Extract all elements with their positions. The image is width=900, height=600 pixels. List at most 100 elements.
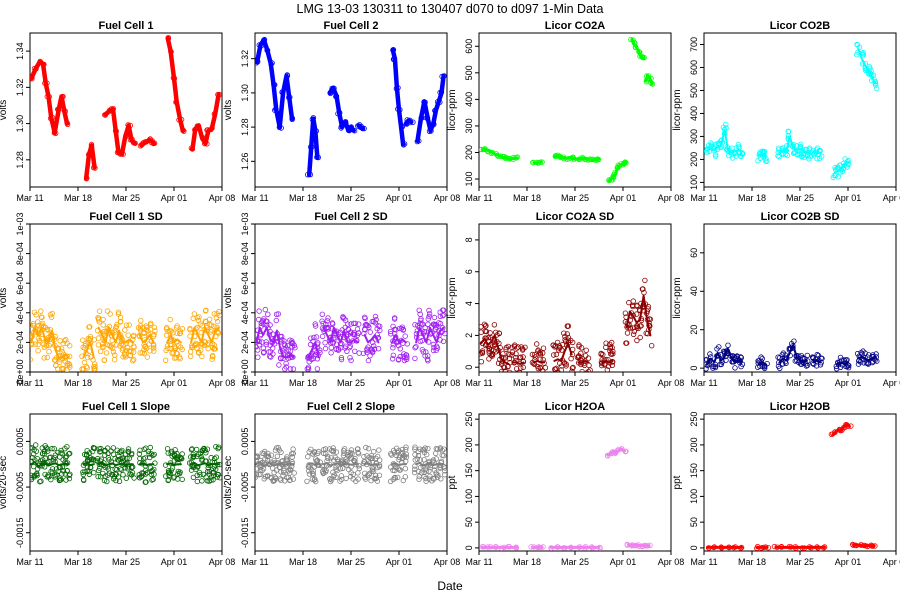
data-point (706, 545, 712, 551)
data-point (606, 177, 613, 183)
data-point (423, 475, 429, 482)
data-point (810, 355, 816, 361)
data-point (859, 61, 866, 67)
data-series-5 (165, 36, 186, 134)
data-point (630, 312, 637, 319)
data-point (216, 312, 222, 319)
data-point (868, 68, 874, 74)
data-point (341, 315, 347, 322)
panel-title: Fuel Cell 1 Slope (82, 401, 170, 413)
data-point (348, 450, 354, 456)
data-point (431, 460, 437, 466)
data-series-5 (627, 543, 651, 548)
data-point (86, 457, 93, 463)
data-point (555, 370, 561, 372)
data-point (57, 359, 63, 365)
data-point (343, 475, 349, 482)
data-point (41, 460, 47, 466)
data-point (425, 316, 431, 322)
data-point (535, 544, 541, 551)
data-point (498, 545, 505, 551)
x-tick-label: Mar 25 (337, 193, 365, 203)
data-point (308, 353, 314, 359)
data-point (539, 373, 544, 378)
data-point (761, 363, 768, 369)
data-series-1 (255, 37, 295, 130)
data-point (402, 466, 409, 472)
data-point (646, 320, 652, 326)
data-point (338, 473, 345, 479)
data-point (426, 313, 432, 320)
data-point (723, 125, 729, 131)
data-point (304, 366, 310, 372)
data-point (759, 356, 765, 362)
x-tick-label: Apr 01 (610, 378, 637, 388)
data-point (112, 471, 118, 477)
data-point (177, 344, 184, 350)
data-point (763, 155, 769, 162)
data-point (430, 347, 437, 354)
data-point (622, 310, 629, 316)
data-point (548, 545, 554, 551)
data-point (211, 111, 218, 117)
data-point (111, 474, 118, 480)
data-point (636, 543, 642, 550)
data-point (707, 351, 713, 357)
data-point (501, 355, 507, 361)
data-point (333, 341, 340, 347)
data-point (509, 349, 516, 355)
data-point (565, 337, 571, 343)
data-point (191, 329, 198, 335)
y-axis-label: licor-ppm (672, 89, 683, 130)
y-axis-label: volts/20-sec (0, 456, 9, 509)
data-point (623, 159, 629, 166)
data-point (807, 145, 813, 151)
data-point (329, 320, 336, 326)
data-point (797, 144, 804, 150)
data-point (122, 465, 128, 471)
data-point (212, 346, 218, 352)
data-point (150, 333, 157, 339)
data-point (272, 474, 278, 480)
data-point (389, 356, 396, 362)
data-point (276, 124, 283, 130)
data-point (287, 477, 293, 483)
data-point (125, 122, 131, 128)
data-point (489, 149, 496, 156)
data-point (479, 351, 483, 357)
y-tick-label: 0 (464, 365, 474, 370)
data-point (269, 60, 275, 66)
data-layer (479, 277, 655, 378)
data-point (609, 358, 616, 365)
data-layer (255, 444, 447, 485)
data-point (796, 359, 802, 365)
y-tick-label: 500 (689, 83, 699, 98)
data-layer (255, 36, 447, 178)
y-tick-label: 50 (464, 517, 474, 527)
data-point (844, 158, 850, 165)
data-point (142, 455, 148, 461)
data-point (487, 544, 494, 550)
data-point (122, 461, 128, 468)
data-point (619, 446, 625, 452)
data-point (151, 451, 157, 458)
data-point (199, 478, 205, 484)
data-point (431, 314, 438, 321)
data-point (872, 79, 879, 85)
data-point (52, 333, 59, 340)
data-point (152, 328, 158, 334)
data-point (216, 461, 222, 468)
data-point (485, 334, 491, 341)
data-point (415, 449, 422, 455)
data-point (784, 355, 790, 362)
data-point (439, 328, 445, 335)
data-point (54, 472, 60, 478)
data-point (277, 355, 284, 361)
plot-frame (478, 413, 672, 552)
data-point (86, 450, 93, 456)
data-point (595, 156, 602, 163)
data-point (105, 455, 111, 461)
data-point (279, 89, 286, 95)
data-point (131, 343, 137, 349)
data-point (498, 369, 505, 372)
